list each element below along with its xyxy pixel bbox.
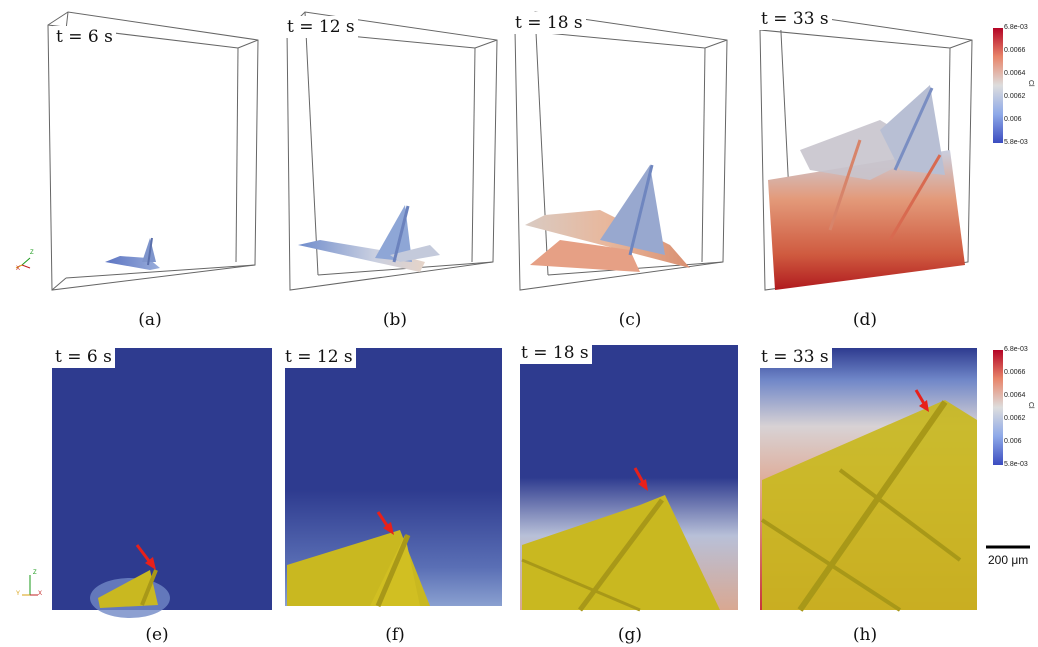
sublabel-e: (e) — [145, 625, 169, 645]
time-label-e: t = 6 s — [52, 346, 115, 368]
cbar-bottom-tick-0: 6.8e-03 — [1004, 346, 1028, 353]
bounding-box-b — [286, 11, 498, 291]
axis-triad-bottom — [22, 575, 38, 596]
axis-triad-top — [15, 257, 31, 269]
time-label-h: t = 33 s — [758, 346, 832, 368]
cbar-top-tick-2: 0.0064 — [1004, 70, 1026, 77]
time-label-f: t = 12 s — [282, 346, 356, 368]
time-label-d: t = 33 s — [758, 8, 832, 30]
field-2d-e — [52, 348, 272, 618]
dendrite-3d-a — [105, 237, 160, 270]
time-label-g: t = 18 s — [518, 342, 592, 364]
axis-top-x: X — [16, 266, 21, 272]
cbar-top-tick-4: 0.006 — [1004, 116, 1022, 123]
time-label-c: t = 18 s — [512, 12, 586, 34]
dendrite-3d-b — [298, 205, 440, 272]
sublabel-d: (d) — [852, 310, 878, 330]
cbar-bottom-title: Cl — [1027, 402, 1034, 409]
cbar-bottom-tick-1: 0.0066 — [1004, 369, 1026, 376]
cbar-top-tick-5: 5.8e-03 — [1004, 139, 1028, 146]
arrow-g — [633, 467, 648, 491]
bounding-box-a — [47, 11, 259, 291]
cbar-top-tick-1: 0.0066 — [1004, 47, 1026, 54]
sublabel-g: (g) — [617, 625, 643, 645]
arrow-e — [135, 544, 156, 570]
dendrite-3d-d — [768, 85, 965, 290]
field-2d-g — [520, 345, 738, 612]
axis-bottom-x: X — [38, 591, 43, 597]
field-2d-h — [760, 348, 977, 612]
cbar-top-tick-0: 6.8e-03 — [1004, 24, 1028, 31]
axis-bottom-y: Y — [16, 591, 21, 597]
cbar-bottom-tick-2: 0.0064 — [1004, 392, 1026, 399]
arrow-f — [376, 511, 394, 535]
scale-bar-label: 200 μm — [988, 553, 1029, 567]
sublabel-c: (c) — [618, 310, 642, 330]
sublabel-b: (b) — [382, 310, 408, 330]
axis-top-z: Z — [30, 250, 34, 256]
cbar-bottom-tick-4: 0.006 — [1004, 438, 1022, 445]
axis-bottom-z: Z — [33, 570, 37, 576]
cbar-top-title: Cl — [1027, 80, 1034, 87]
sublabel-h: (h) — [852, 625, 878, 645]
colorbar-top — [993, 28, 1003, 143]
cbar-bottom-tick-3: 0.0062 — [1004, 415, 1026, 422]
colorbar-bottom — [993, 350, 1003, 465]
field-2d-f — [285, 348, 502, 607]
dendrite-3d-c — [525, 164, 690, 272]
time-label-a: t = 6 s — [53, 26, 116, 48]
sublabel-f: (f) — [385, 625, 405, 645]
arrow-h — [914, 389, 929, 412]
time-label-b: t = 12 s — [284, 16, 358, 38]
cbar-top-tick-3: 0.0062 — [1004, 93, 1026, 100]
sublabel-a: (a) — [138, 310, 162, 330]
cbar-bottom-tick-5: 5.8e-03 — [1004, 461, 1028, 468]
